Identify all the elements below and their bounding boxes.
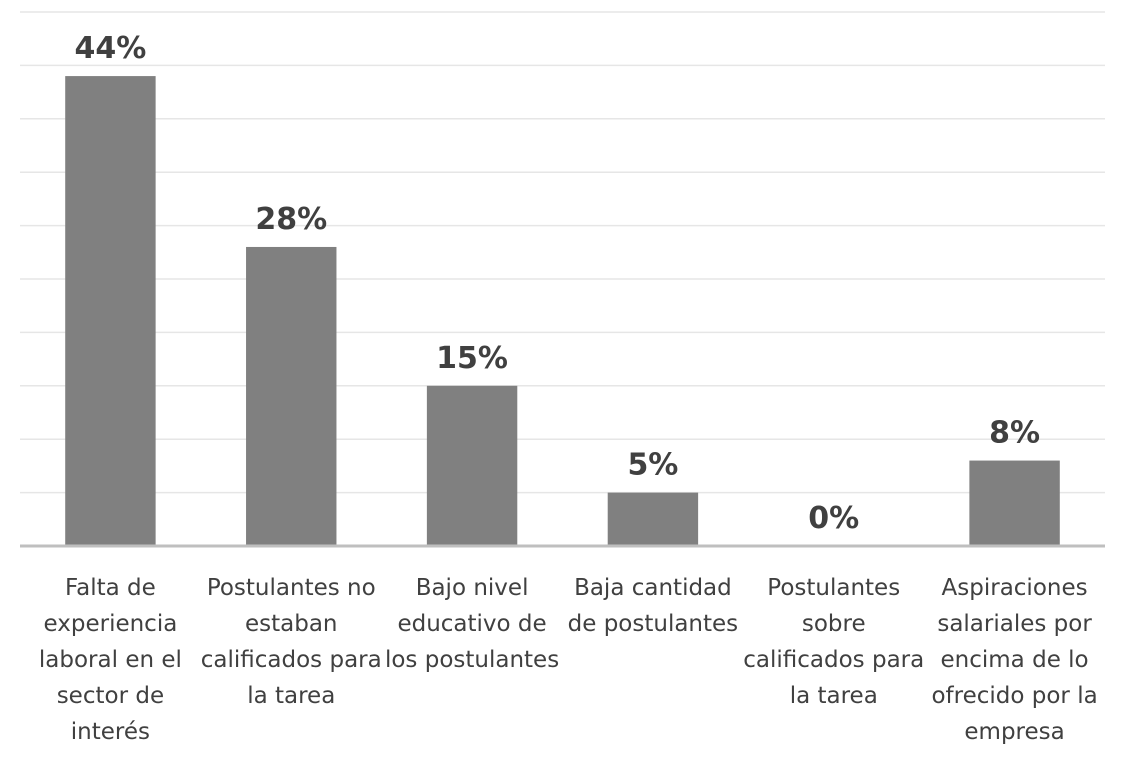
bar	[246, 246, 337, 546]
data-label: 28%	[255, 202, 327, 237]
data-label: 8%	[989, 416, 1040, 451]
x-tick-label: Postulantes no estaban calificados para …	[200, 575, 382, 709]
data-label: 44%	[75, 31, 147, 66]
bar	[65, 76, 156, 546]
x-tick-label: Bajo nivel educativo de los postulantes	[384, 575, 560, 673]
bar	[426, 385, 518, 546]
x-tick-label: Falta de experiencia laboral en el secto…	[38, 575, 182, 745]
x-tick-label: Aspiraciones salariales por encima de lo…	[931, 575, 1098, 745]
bar	[607, 492, 699, 546]
data-label: 15%	[436, 341, 508, 376]
data-label: 5%	[627, 448, 678, 483]
x-tick-label: Baja cantidad de postulantes	[567, 575, 739, 637]
x-tick-label: Postulantes sobre calificados para la ta…	[743, 575, 925, 709]
data-label: 0%	[808, 501, 859, 536]
bar	[969, 460, 1060, 546]
